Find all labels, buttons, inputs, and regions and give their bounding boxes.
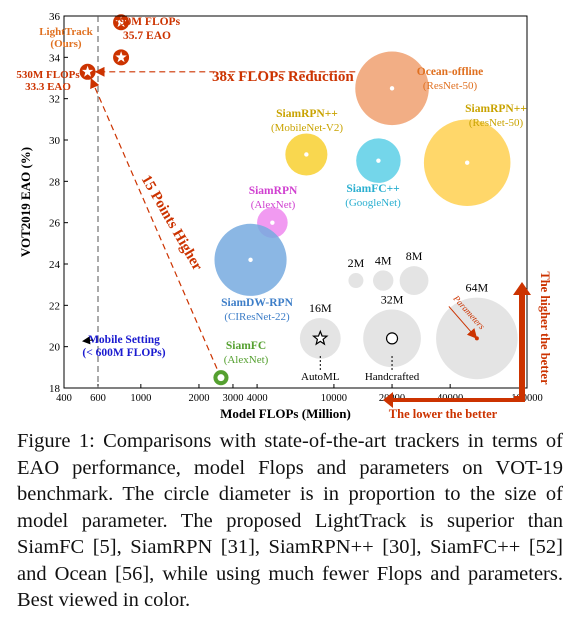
y-tick-label: 28	[49, 176, 61, 188]
size-legend-circle	[399, 266, 429, 295]
method-name-label: SiamFC++	[346, 183, 399, 195]
x-tick-label: 3000	[222, 393, 243, 404]
method-center-dot	[270, 220, 275, 225]
y-tick-label: 22	[49, 300, 60, 312]
arrow-corner	[514, 396, 525, 402]
axes-layer: 4006001000200030004000100002000040000100…	[18, 11, 543, 421]
method-sub-label: (AlexNet)	[251, 199, 296, 211]
size-legend-label: 64M	[466, 281, 489, 295]
size-legend-label: 8M	[406, 249, 423, 263]
lighttrack-star-icon	[115, 51, 127, 63]
eao-flops-chart: 4006001000200030004000100002000040000100…	[16, 11, 552, 421]
automl-star-icon	[311, 329, 329, 346]
higher-better-label: The higher the better	[538, 271, 552, 385]
method-sub-label: (ResNet-50)	[423, 80, 478, 92]
method-name-label: SiamDW-RPN	[221, 297, 293, 309]
method-sub-label: (CIResNet-22)	[224, 311, 290, 323]
automl-label: AutoML	[301, 371, 340, 383]
size-legend-circle	[348, 273, 364, 289]
parameters-arrow	[448, 306, 478, 339]
handcrafted-circle-icon	[385, 332, 399, 345]
parameters-dot	[474, 336, 479, 341]
reduction-label: 38x FLOPs Reduction	[212, 69, 354, 85]
method-sub-label: (ResNet-50)	[469, 117, 524, 129]
lower-better-arrow	[383, 392, 514, 408]
size-legend-label: 2M	[348, 256, 365, 270]
x-tick-label: 1000	[130, 393, 151, 404]
method-center-dot	[464, 160, 470, 165]
x-tick-label: 4000	[247, 393, 268, 404]
y-tick-label: 36	[49, 11, 61, 23]
lighttrack-label-line-2: (Ours)	[50, 38, 82, 50]
plot-frame	[63, 15, 528, 389]
mobile-setting-label-line-2: (< 600M FLOPs)	[82, 347, 165, 359]
y-tick-label: 32	[49, 94, 60, 106]
method-name-label: Ocean-offline	[417, 66, 483, 78]
lower-better-label: The lower the better	[389, 407, 498, 421]
size-legend-circle	[373, 270, 394, 291]
left-point-label-line-2: 33.3 EAO	[25, 81, 71, 93]
method-center-dot	[217, 374, 225, 382]
method-sub-label: (AlexNet)	[224, 354, 269, 366]
figure-caption: Figure 1: Comparisons with state-of-the-…	[17, 430, 563, 611]
top-point-label-line-1: 790M FLOPs	[114, 16, 181, 28]
method-name-label: SiamRPN++	[465, 103, 527, 115]
x-tick-label: 10000	[321, 393, 347, 404]
method-name-label: SiamRPN++	[276, 108, 338, 120]
method-sub-label: (GoogleNet)	[345, 197, 401, 209]
higher-arrow	[90, 77, 218, 369]
y-tick-label: 18	[49, 383, 61, 395]
y-axis-label: VOT2019 EAO (%)	[18, 147, 33, 257]
method-sub-label: (MobileNet-V2)	[271, 122, 343, 134]
x-tick-label: 600	[90, 393, 106, 404]
higher-better-arrow	[513, 282, 531, 398]
size-legend-label: 32M	[381, 293, 404, 307]
mobile-setting-label-line-1: Mobile Setting	[88, 334, 160, 346]
size-legend-label: 16M	[309, 301, 332, 315]
y-tick-label: 24	[49, 259, 61, 271]
higher-label: 15 Points Higher	[138, 172, 206, 273]
x-axis-label: Model FLOPs (Million)	[220, 406, 351, 421]
method-center-dot	[248, 257, 253, 263]
handcrafted-label: Handcrafted	[365, 371, 420, 383]
y-tick-label: 26	[49, 218, 61, 230]
lighttrack-star-icon	[115, 16, 127, 28]
method-center-dot	[389, 86, 395, 91]
method-center-dot	[376, 158, 381, 163]
method-name-label: SiamFC	[226, 340, 266, 352]
size-legend-label: 4M	[375, 253, 392, 267]
lighttrack-star-icon	[81, 65, 94, 77]
x-tick-label: 400	[56, 393, 72, 404]
method-center-dot	[304, 152, 309, 157]
method-name-label: SiamRPN	[249, 185, 298, 197]
mobile-arrow	[82, 336, 94, 345]
y-tick-label: 20	[49, 342, 61, 354]
y-tick-label: 30	[49, 135, 61, 147]
lighttrack-label-line-1: LightTrack	[39, 26, 93, 38]
top-point-label-line-2: 35.7 EAO	[123, 30, 171, 42]
x-tick-label: 100000	[511, 393, 543, 404]
left-point-label-line-1: 530M FLOPs	[16, 69, 80, 81]
y-tick-label: 34	[49, 52, 61, 64]
x-tick-label: 2000	[188, 393, 209, 404]
